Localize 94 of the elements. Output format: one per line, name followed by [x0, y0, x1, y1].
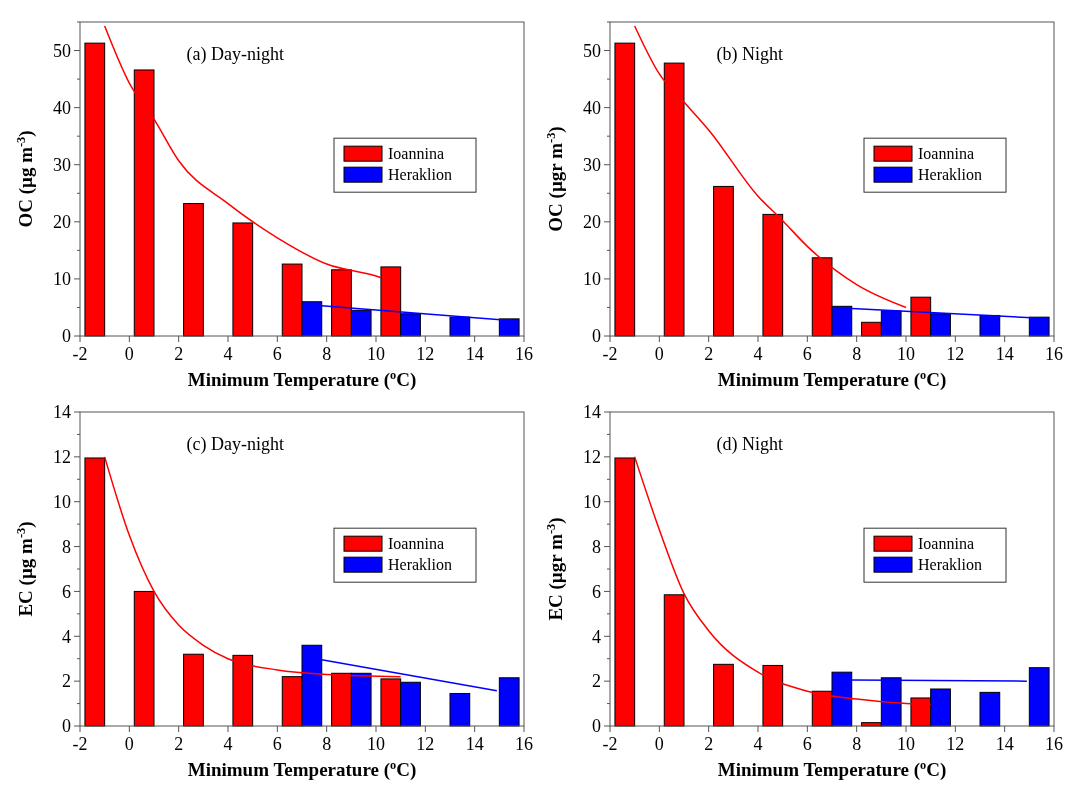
x-tick-label: 8 — [322, 344, 332, 364]
x-tick-label: 4 — [223, 734, 233, 754]
y-tick-label: 50 — [53, 40, 71, 61]
x-tick-label: -2 — [72, 734, 88, 754]
y-tick-label: 14 — [53, 402, 71, 423]
x-tick-label: 14 — [995, 344, 1014, 364]
bar — [713, 663, 734, 727]
y-tick-label: 50 — [583, 40, 601, 61]
text: (a) Day-night — [186, 43, 285, 65]
y-tick-label: 30 — [53, 155, 71, 176]
x-tick-label: 12 — [416, 734, 435, 754]
y-tick-label: 0 — [592, 326, 601, 347]
y-tick-label: 2 — [592, 671, 601, 692]
x-tick-label: 10 — [367, 734, 385, 754]
x-tick-label: -2 — [602, 344, 618, 364]
y-tick-label: 4 — [62, 626, 71, 647]
y-tick-label: 10 — [583, 269, 601, 290]
x-tick-label: 4 — [753, 344, 763, 364]
x-tick-label: 10 — [897, 344, 915, 364]
y-tick-label: 12 — [583, 447, 601, 468]
legend-label: Ioannina — [918, 145, 974, 163]
x-tick-label: 12 — [416, 344, 435, 364]
x-tick-label: 14 — [465, 344, 484, 364]
bar — [498, 677, 520, 727]
x-tick-label: 14 — [995, 734, 1014, 754]
bar — [614, 42, 636, 337]
legend-label: Heraklion — [918, 556, 982, 574]
y-tick-label: 40 — [583, 97, 601, 118]
x-tick-label: 6 — [802, 734, 812, 754]
legend-label: Ioannina — [388, 145, 444, 163]
x-tick-label: -2 — [602, 734, 618, 754]
y-tick-label: 0 — [592, 716, 601, 737]
x-tick-label: 10 — [367, 344, 385, 364]
x-tick-label: 8 — [852, 344, 862, 364]
y-tick-label: 20 — [583, 212, 601, 233]
x-tick-label: 4 — [753, 734, 763, 754]
x-tick-label: 0 — [124, 734, 134, 754]
y-tick-label: 0 — [62, 716, 71, 737]
y-tick-label: 10 — [53, 492, 71, 513]
y-tick-label: 4 — [592, 626, 601, 647]
legend-label: Ioannina — [918, 535, 974, 553]
x-tick-label: 8 — [852, 734, 862, 754]
text: (c) Day-night — [186, 433, 285, 455]
legend-label: Heraklion — [388, 166, 452, 184]
bar — [1028, 667, 1050, 727]
x-axis-title: Minimum Temperature ($^{o}$C) — [717, 758, 947, 781]
y-tick-label: 10 — [583, 492, 601, 513]
x-tick-label: 2 — [704, 734, 714, 754]
bar — [979, 691, 1001, 727]
bar — [713, 185, 734, 337]
bar — [183, 653, 204, 727]
x-tick-label: 2 — [704, 344, 714, 364]
bar — [183, 203, 204, 337]
x-axis-title: Minimum Temperature ($^{o}$C) — [717, 368, 947, 391]
x-tick-label: 2 — [174, 734, 184, 754]
x-axis-title: Minimum Temperature ($^{o}$C) — [187, 758, 417, 781]
x-tick-label: 0 — [654, 734, 664, 754]
y-tick-label: 6 — [62, 581, 71, 602]
y-tick-label: 12 — [53, 447, 71, 468]
y-tick-label: 30 — [583, 155, 601, 176]
legend-label: Heraklion — [388, 556, 452, 574]
x-axis-title: Minimum Temperature ($^{o}$C) — [187, 368, 417, 391]
x-tick-label: 12 — [946, 734, 965, 754]
y-tick-label: 20 — [53, 212, 71, 233]
x-tick-label: 6 — [272, 344, 282, 364]
y-tick-label: 0 — [62, 326, 71, 347]
bar — [84, 42, 106, 337]
x-tick-label: 2 — [174, 344, 184, 364]
x-tick-label: 14 — [465, 734, 484, 754]
x-tick-label: -2 — [72, 344, 88, 364]
y-tick-label: 8 — [62, 536, 71, 557]
bar — [449, 692, 471, 727]
x-tick-label: 6 — [272, 734, 282, 754]
legend-label: Ioannina — [388, 535, 444, 553]
x-tick-label: 16 — [515, 344, 533, 364]
x-tick-label: 16 — [1045, 734, 1063, 754]
y-tick-label: 40 — [53, 97, 71, 118]
x-tick-label: 16 — [1045, 344, 1063, 364]
x-tick-label: 10 — [897, 734, 915, 754]
x-tick-label: 0 — [654, 344, 664, 364]
legend-label: Heraklion — [918, 166, 982, 184]
y-tick-label: 6 — [592, 581, 601, 602]
x-tick-label: 0 — [124, 344, 134, 364]
y-tick-label: 2 — [62, 671, 71, 692]
y-tick-label: 8 — [592, 536, 601, 557]
x-tick-label: 8 — [322, 734, 332, 754]
x-tick-label: 16 — [515, 734, 533, 754]
y-tick-label: 14 — [583, 402, 601, 423]
x-tick-label: 12 — [946, 344, 965, 364]
text: (d) Night — [716, 433, 784, 455]
text: (b) Night — [716, 43, 784, 65]
x-tick-label: 6 — [802, 344, 812, 364]
x-tick-label: 4 — [223, 344, 233, 364]
y-tick-label: 10 — [53, 269, 71, 290]
